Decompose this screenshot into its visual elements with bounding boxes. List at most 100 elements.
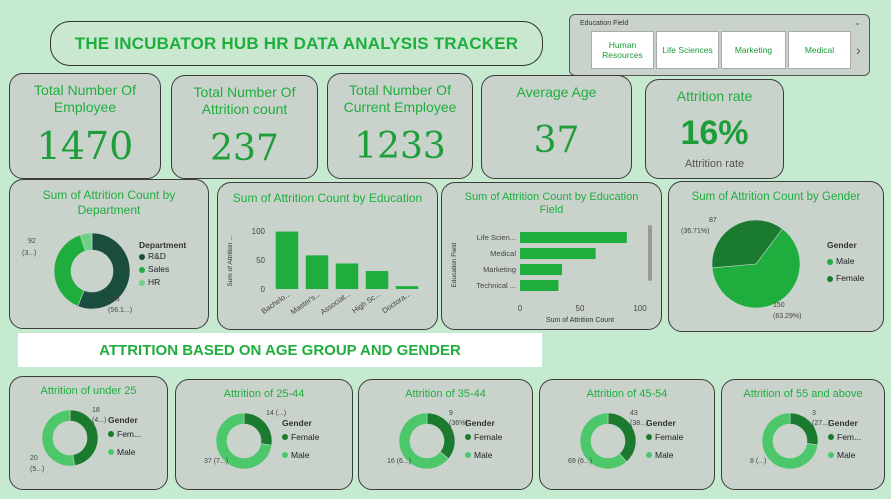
legend-item-male[interactable]: Male: [282, 446, 319, 464]
tick-label: Medical: [490, 249, 516, 258]
slice-male[interactable]: [711, 228, 801, 309]
data-label: 37 (7...): [204, 458, 229, 465]
legend-item-male[interactable]: Male: [108, 443, 141, 461]
chart-title: Attrition of 25-44: [223, 388, 305, 400]
age-group-card[interactable]: Attrition of 45-54 43 (38...) 69 (6...) Gend…: [539, 379, 715, 490]
kpi-label: Total Number Of Employee: [34, 82, 136, 115]
slicer-option-life-sciences[interactable]: Life Sciences: [656, 31, 719, 69]
education-field-chart-card[interactable]: Sum of Attrition Count by Education Fiel…: [441, 182, 662, 330]
slice-sales[interactable]: [53, 234, 86, 307]
bar[interactable]: [365, 271, 389, 289]
slice-male[interactable]: [398, 412, 449, 470]
slice-female[interactable]: [711, 219, 783, 269]
gender-legend: Gender Female Male: [465, 418, 502, 464]
data-label: 3: [812, 410, 816, 417]
legend-title: Department: [139, 240, 187, 250]
slicer-option-medical[interactable]: Medical: [788, 31, 851, 69]
legend-item-female[interactable]: Female: [282, 428, 319, 446]
legend-label: Female: [836, 273, 865, 283]
slicer-option-marketing[interactable]: Marketing: [721, 31, 786, 69]
bar[interactable]: [395, 286, 419, 289]
legend-item-hr[interactable]: HR: [139, 276, 186, 289]
legend-item-rd[interactable]: R&D: [139, 250, 186, 263]
bar[interactable]: [520, 280, 559, 291]
legend-title: Gender: [827, 240, 857, 250]
department-chart-card[interactable]: Sum of Attrition Count by Department 92 …: [9, 179, 209, 329]
age-group-card[interactable]: Attrition of 55 and above 3 (27...) 8 (...)…: [721, 379, 885, 490]
chart-title: Sum of Attrition Count by Gender: [691, 191, 861, 203]
slice-male[interactable]: [41, 409, 75, 467]
education-chart-card[interactable]: Sum of Attrition Count by Education Sum …: [217, 182, 438, 330]
data-label: (5...): [30, 466, 45, 473]
slice-male[interactable]: [215, 412, 273, 470]
bar[interactable]: [520, 232, 627, 243]
tick-label: Master's...: [289, 289, 322, 316]
legend-item-female[interactable]: Female: [827, 270, 864, 287]
bar[interactable]: [305, 255, 329, 289]
kpi-value: 37: [533, 120, 580, 161]
legend-label: Female: [655, 432, 684, 442]
bar[interactable]: [275, 231, 299, 289]
legend-item-male[interactable]: Male: [828, 446, 861, 464]
chevron-right-icon[interactable]: ›: [856, 42, 861, 58]
gender-legend: Gender Fem... Male: [828, 418, 861, 464]
slice-female[interactable]: [789, 412, 819, 446]
data-label: 69 (6...): [568, 458, 593, 465]
tick-label: 50: [576, 304, 585, 313]
axis-label: Sum of Attrition Count: [546, 317, 614, 324]
legend-item-female[interactable]: Female: [465, 428, 502, 446]
age-group-card[interactable]: Attrition of 25-44 14 (...) 37 (7...) Gende…: [175, 379, 353, 490]
dashboard-title: THE INCUBATOR HUB HR DATA ANALYSIS TRACK…: [50, 21, 543, 66]
data-label: 133: [108, 296, 120, 303]
legend-label: HR: [148, 277, 161, 287]
chart-title: Attrition of 45-54: [586, 388, 668, 400]
slice-female[interactable]: [243, 412, 273, 446]
data-label: (36%): [449, 420, 468, 427]
age-group-card[interactable]: Attrition of under 25 18 (4...) 20 (5...) Gen…: [9, 376, 168, 490]
slicer-option-human-resources[interactable]: Human Resources: [591, 31, 654, 69]
chevron-down-icon[interactable]: ⌄: [854, 18, 861, 27]
legend-item-sales[interactable]: Sales: [139, 263, 186, 276]
legend-title: Gender: [828, 418, 858, 428]
age-donut-svg: [41, 409, 99, 467]
data-label: 16 (6...): [387, 458, 412, 465]
slice-male[interactable]: [761, 412, 819, 470]
age-group-card[interactable]: Attrition of 35-44 9 (36%) 16 (6...) Gender F…: [358, 379, 533, 490]
kpi-value: 1233: [354, 126, 446, 167]
kpi-total-employee: Total Number Of Employee 1470: [9, 73, 161, 179]
gender-legend: Gender Male Female: [827, 240, 864, 287]
data-label: 150: [773, 302, 785, 309]
slice-hr[interactable]: [79, 232, 93, 252]
legend-item-male[interactable]: Male: [827, 253, 864, 270]
bar[interactable]: [520, 248, 596, 259]
tick-label: Marketing: [483, 265, 516, 274]
legend-label: Fem...: [117, 429, 142, 439]
legend-item-male[interactable]: Male: [646, 446, 683, 464]
bar[interactable]: [335, 263, 359, 289]
tick-label: 0: [518, 304, 523, 313]
kpi-label: Attrition rate: [676, 88, 753, 104]
chart-title: Sum of Attrition Count by Department: [42, 188, 176, 217]
bar[interactable]: [520, 264, 562, 275]
axis-label: Education Field: [451, 242, 458, 287]
legend-item-male[interactable]: Male: [465, 446, 502, 464]
age-donut-svg: [398, 412, 456, 470]
kpi-total-attrition: Total Number Of Attrition count 237: [171, 75, 318, 179]
age-donut-svg: [761, 412, 819, 470]
legend-item-female[interactable]: Female: [646, 428, 683, 446]
data-label: 87: [709, 217, 717, 224]
age-donut-svg: [215, 412, 273, 470]
slice-rd[interactable]: [77, 232, 131, 310]
tick-label: Life Scien...: [477, 233, 516, 242]
gender-chart-card[interactable]: Sum of Attrition Count by Gender 87 (36.…: [668, 181, 884, 332]
chart-title: Sum of Attrition Count by Education Fiel…: [464, 191, 639, 216]
scrollbar[interactable]: [648, 225, 652, 281]
department-donut-svg: [53, 232, 131, 310]
chart-title: Attrition of under 25: [40, 385, 137, 397]
slice-male[interactable]: [579, 412, 628, 470]
legend-item-female[interactable]: Fem...: [108, 425, 141, 443]
education-field-slicer[interactable]: Education Field ⌄ Human Resources Life S…: [569, 14, 870, 76]
legend-title: Gender: [108, 415, 138, 425]
legend-item-female[interactable]: Fem...: [828, 428, 861, 446]
tick-label: 0: [261, 285, 266, 294]
